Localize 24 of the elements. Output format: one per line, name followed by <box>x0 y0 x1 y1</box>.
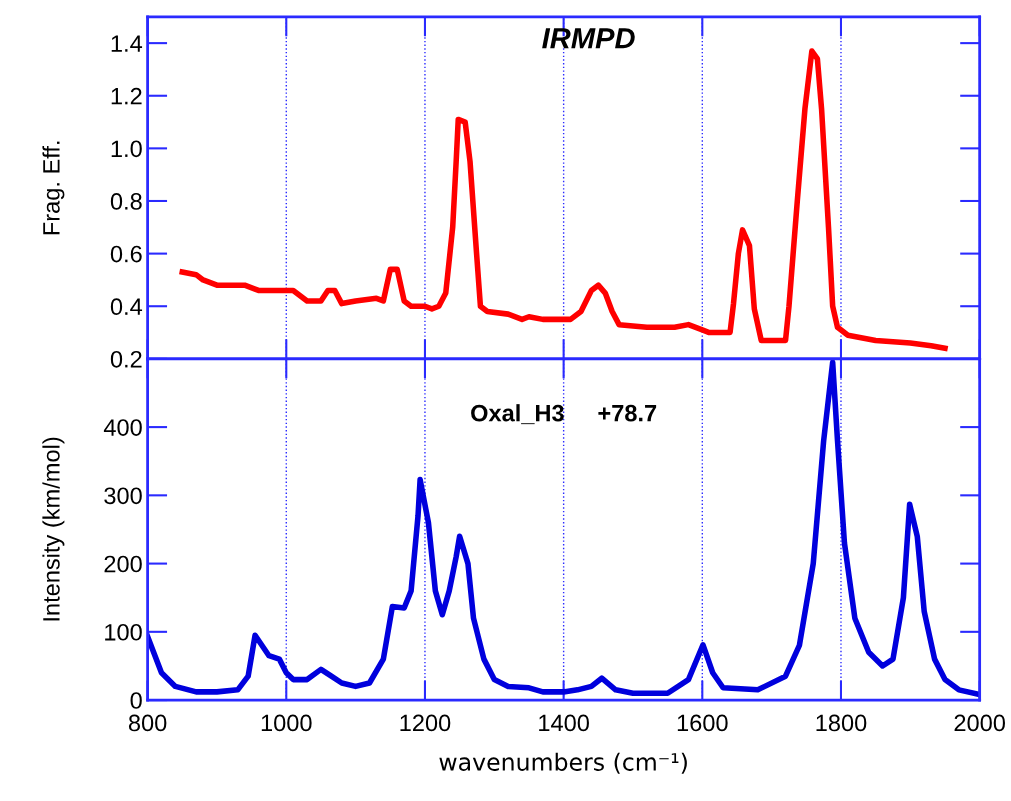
x-tick-label: 800 <box>128 714 167 732</box>
annotation: IRMPD <box>542 28 635 49</box>
y-axis-title: Frag. Eff. <box>42 141 65 235</box>
x-tick-label: 1200 <box>400 714 451 732</box>
annotation: Oxal_H3 +78.7 <box>471 404 657 425</box>
x-tick-label: 1400 <box>539 714 589 732</box>
y-tick-label: 0.2 <box>110 350 142 368</box>
y-tick-label: 300 <box>104 487 142 505</box>
x-tick-label: 1600 <box>677 714 728 732</box>
y-tick-label: 0.4 <box>110 298 143 316</box>
y-axis-title: Intensity (km/mol) <box>42 437 65 621</box>
x-tick-label: 1000 <box>261 714 312 732</box>
y-tick-label: 200 <box>104 555 142 573</box>
y-tick-label: 1.0 <box>111 140 142 158</box>
x-tick-label: 2000 <box>954 714 1005 732</box>
y-tick-label: 400 <box>103 419 142 436</box>
y-tick-label: 0.6 <box>110 245 142 263</box>
y-tick-label: 0 <box>130 692 142 709</box>
x-tick-label: 1800 <box>816 714 867 732</box>
y-tick-label: 1.4 <box>111 35 143 52</box>
y-tick-label: 1.2 <box>111 87 142 105</box>
y-tick-label: 0.8 <box>110 193 142 210</box>
y-tick-label: 100 <box>105 623 142 641</box>
x-axis-title: wavenumbers (cm⁻¹) <box>439 752 687 774</box>
